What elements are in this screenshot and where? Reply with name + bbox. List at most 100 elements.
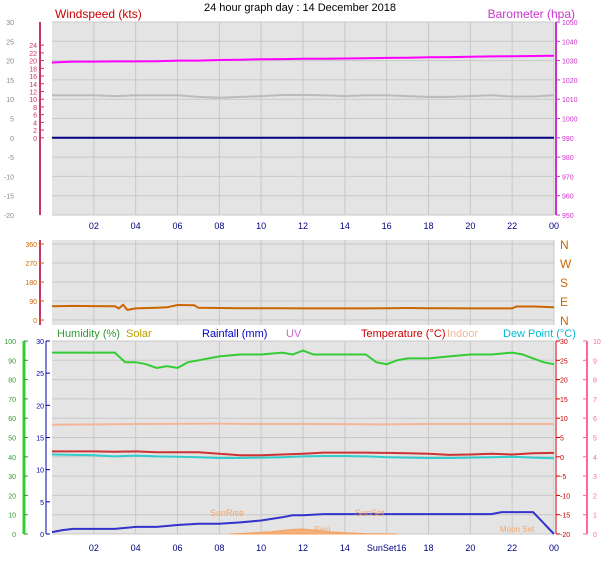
- y-tick-label: 1050: [562, 20, 578, 27]
- direction-gridlines: [52, 240, 555, 325]
- series-barometer-line: [51, 54, 555, 64]
- y-tick-label: 18: [29, 66, 37, 73]
- y-tick-label: -5: [8, 155, 14, 162]
- y-tick-label: 4: [33, 120, 37, 127]
- x-tick-label: 06: [172, 221, 182, 231]
- y-tick-label: 80: [8, 378, 16, 385]
- y-tick-label: 20: [8, 493, 16, 500]
- y-tick-label: 360: [25, 242, 37, 249]
- y-tick-label: 10: [29, 97, 37, 104]
- x-tick-label: 14: [340, 221, 350, 231]
- series-humidity-line: [52, 349, 555, 370]
- y-tick-label: 0: [12, 532, 16, 539]
- series-wind-gray-line: [52, 94, 555, 99]
- y-tick-label: 16: [29, 74, 37, 81]
- x-tick-label: 16: [382, 221, 392, 231]
- y-tick-label: -20: [4, 213, 14, 220]
- x-tick-label: 06: [172, 543, 182, 553]
- y-tick-label: 25: [560, 358, 568, 365]
- x-tick-label: 04: [131, 221, 141, 231]
- env-axes: 0102030405060708090100051015202530-20-15…: [4, 339, 601, 539]
- y-tick-label: 20: [29, 59, 37, 66]
- page-title: 24 hour graph day : 14 December 2018: [204, 2, 396, 14]
- x-tick-label: SunSet16: [367, 543, 407, 553]
- y-tick-label: 950: [562, 213, 574, 220]
- compass-tick-label: W: [560, 257, 572, 271]
- y-tick-label: 960: [562, 194, 574, 201]
- legend-indoor: Indoor: [447, 328, 479, 340]
- y-tick-label: 4: [593, 455, 597, 462]
- annotation-sunrise: SunRise: [210, 508, 244, 518]
- series-dewpoint-line: [51, 453, 555, 460]
- y-tick-label: 20: [36, 403, 44, 410]
- y-tick-label: 90: [8, 358, 16, 365]
- x-tick-label: 04: [131, 543, 141, 553]
- y-tick-label: 25: [6, 39, 14, 46]
- y-tick-label: 25: [36, 371, 44, 378]
- y-tick-label: 70: [8, 397, 16, 404]
- y-tick-label: 15: [560, 397, 568, 404]
- y-tick-label: 0: [40, 532, 44, 539]
- compass-tick-label: N: [560, 314, 569, 328]
- direction-series: [51, 303, 555, 311]
- x-tick-label: 10: [256, 221, 266, 231]
- y-tick-label: 1040: [562, 39, 578, 46]
- y-tick-label: 30: [8, 474, 16, 481]
- y-tick-label: 8: [33, 105, 37, 112]
- wind-series: [51, 54, 555, 139]
- y-tick-label: 5: [560, 436, 564, 443]
- x-tick-label: 00: [549, 221, 559, 231]
- y-tick-label: -10: [4, 174, 14, 181]
- y-tick-label: 970: [562, 174, 574, 181]
- x-tick-label: 22: [507, 221, 517, 231]
- y-tick-label: 0: [10, 136, 14, 143]
- y-tick-label: 10: [36, 468, 44, 475]
- y-tick-label: -15: [4, 194, 14, 201]
- y-tick-label: 2: [593, 493, 597, 500]
- y-tick-label: 9: [593, 358, 597, 365]
- y-tick-label: 6: [33, 113, 37, 120]
- x-tick-label: 20: [465, 543, 475, 553]
- compass-tick-label: S: [560, 276, 568, 290]
- x-tick-label: 10: [256, 543, 266, 553]
- legend-uv: UV: [286, 328, 302, 340]
- annotation-rain: Rain: [314, 525, 330, 534]
- y-tick-label: 1030: [562, 59, 578, 66]
- y-tick-label: 20: [6, 59, 14, 66]
- x-tick-label: 02: [89, 221, 99, 231]
- y-tick-label: 15: [6, 78, 14, 85]
- annotation-moonset: Moon Set: [500, 525, 535, 534]
- series-indoor-line: [51, 422, 554, 426]
- y-tick-label: 0: [33, 136, 37, 143]
- y-tick-label: 0: [33, 318, 37, 325]
- y-tick-label: 990: [562, 136, 574, 143]
- y-tick-label: 10: [6, 97, 14, 104]
- y-tick-label: 2: [33, 128, 37, 135]
- y-tick-label: -15: [560, 513, 570, 520]
- y-tick-label: 0: [593, 532, 597, 539]
- series-temperature-line: [52, 450, 555, 457]
- y-tick-label: 5: [593, 436, 597, 443]
- y-tick-label: 6: [593, 416, 597, 423]
- legend-temperature: Temperature (°C): [361, 328, 445, 340]
- y-tick-label: 270: [25, 261, 37, 268]
- y-tick-label: 180: [25, 280, 37, 287]
- windspeed-axis-label: Windspeed (kts): [55, 7, 142, 21]
- y-tick-label: 8: [593, 378, 597, 385]
- y-tick-label: 1: [593, 513, 597, 520]
- x-tick-label: 18: [423, 543, 433, 553]
- y-tick-label: 10: [560, 416, 568, 423]
- series-solar-area: [229, 528, 398, 535]
- y-tick-label: 14: [29, 82, 37, 89]
- legend-solar: Solar: [126, 328, 152, 340]
- x-tick-label: 08: [214, 543, 224, 553]
- x-tick-label: 22: [507, 543, 517, 553]
- y-tick-label: 12: [29, 89, 37, 96]
- compass-tick-label: E: [560, 295, 568, 309]
- y-tick-label: 30: [560, 339, 568, 346]
- y-tick-label: 5: [40, 500, 44, 507]
- barometer-axis-label: Barometer (hpa): [488, 7, 575, 21]
- y-tick-label: 30: [6, 20, 14, 27]
- x-tick-label: 20: [465, 221, 475, 231]
